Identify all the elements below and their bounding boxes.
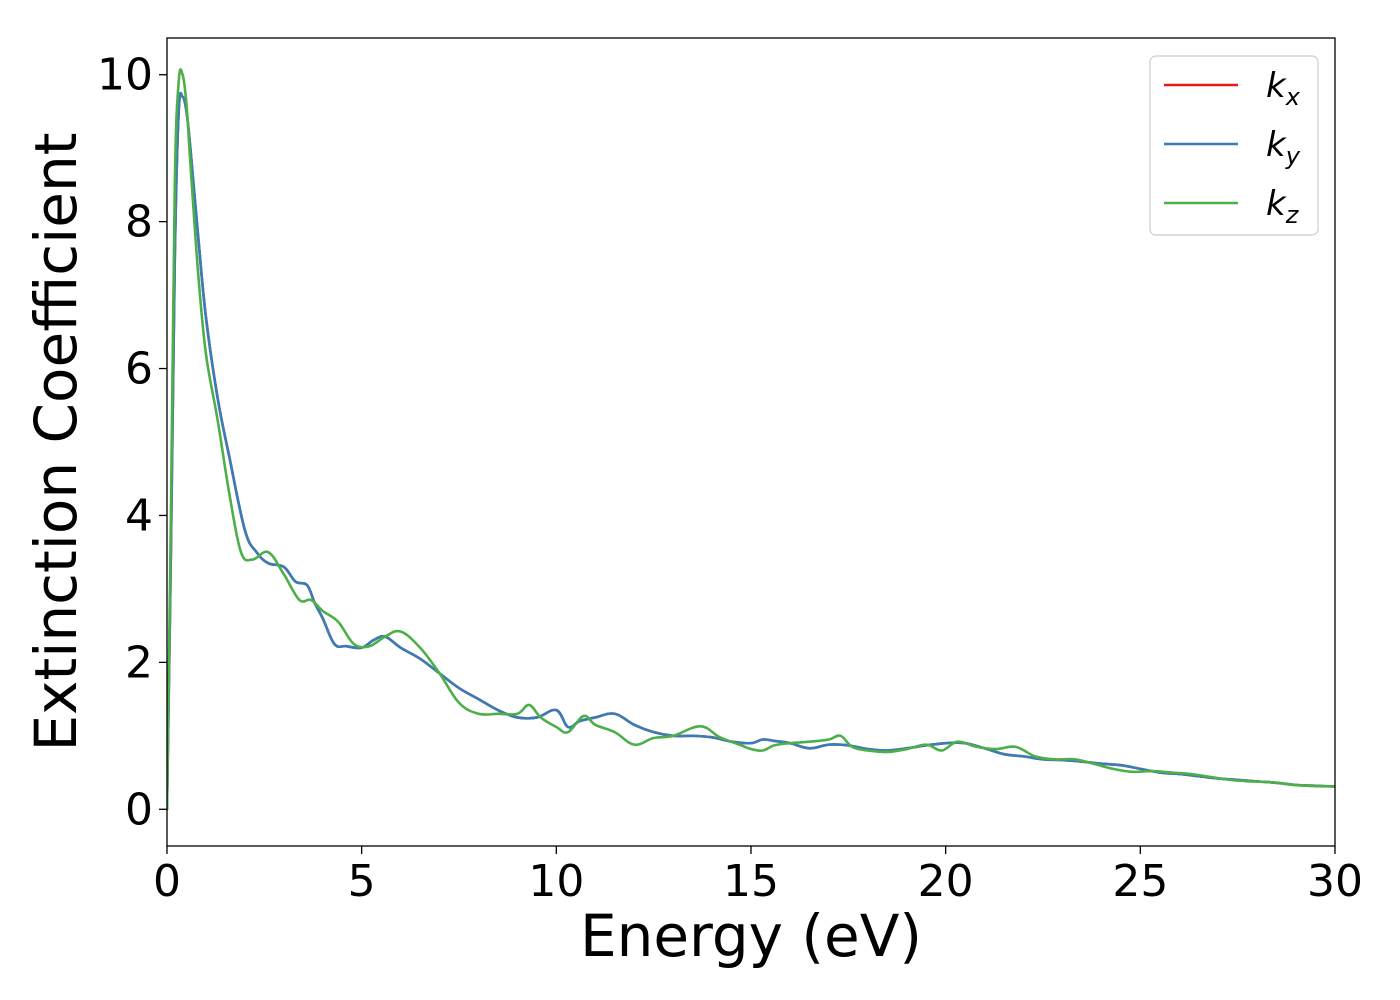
legend-label-x: kx xyxy=(1266,66,1301,111)
x-tick-label: 20 xyxy=(918,856,974,907)
y-tick-label: 4 xyxy=(125,490,153,541)
legend-label-subscript: z xyxy=(1285,201,1300,229)
y-tick-label: 6 xyxy=(125,344,153,395)
x-tick-label: 10 xyxy=(528,856,584,907)
x-tick-label: 25 xyxy=(1112,856,1168,907)
y-tick-label: 2 xyxy=(125,637,153,688)
y-tick-label: 10 xyxy=(97,50,153,101)
x-tick-label: 0 xyxy=(153,856,181,907)
x-axis-title: Energy (eV) xyxy=(580,902,922,970)
y-tick-label: 0 xyxy=(125,784,153,835)
legend-box xyxy=(1149,55,1319,236)
series-layer xyxy=(167,68,1335,811)
legend-label-base: k xyxy=(1266,125,1287,165)
legend-label-base: k xyxy=(1266,184,1287,224)
x-tick-label: 5 xyxy=(348,856,376,907)
x-tick-label: 30 xyxy=(1307,856,1363,907)
series-line-z xyxy=(167,68,1335,811)
x-axis: 0 5 10 15 20 25 30 xyxy=(153,846,1363,907)
legend-label-y: ky xyxy=(1266,125,1301,170)
legend-label-z: kz xyxy=(1266,184,1300,229)
y-tick-label: 8 xyxy=(125,197,153,248)
legend-label-base: k xyxy=(1266,66,1287,106)
legend-label-subscript: y xyxy=(1285,142,1301,170)
legend-label-subscript: x xyxy=(1285,83,1301,111)
y-axis: 0 2 4 6 8 10 xyxy=(97,50,167,835)
x-tick-label: 15 xyxy=(723,856,779,907)
y-axis-title: Extinction Coefficient xyxy=(22,133,90,752)
